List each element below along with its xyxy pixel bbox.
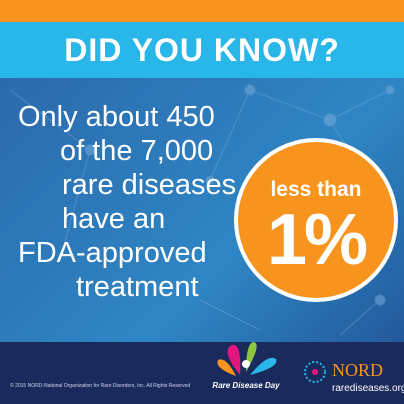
badge-top: less than bbox=[270, 178, 361, 201]
body-line: treatment bbox=[76, 271, 199, 303]
website: rarediseases.org bbox=[332, 383, 404, 394]
body-line: rare diseases bbox=[62, 169, 236, 201]
header-band bbox=[0, 22, 404, 78]
org-name: NORD bbox=[332, 360, 383, 380]
badge-circle bbox=[234, 138, 398, 302]
org-logo bbox=[304, 361, 326, 383]
body-line: FDA-approved bbox=[18, 237, 207, 269]
copyright: © 2015 NORD-National Organization for Ra… bbox=[10, 382, 190, 389]
body-line: of the 7,000 bbox=[60, 135, 213, 167]
body-text: Only about 450 of the 7,000 rare disease… bbox=[18, 101, 236, 303]
body-line: have an bbox=[62, 203, 165, 235]
network-pattern bbox=[9, 84, 395, 336]
event-name: Rare Disease Day bbox=[212, 381, 280, 390]
event-logo bbox=[217, 342, 277, 376]
top-band bbox=[0, 0, 404, 22]
footer-band bbox=[0, 342, 404, 404]
badge-value: 1% bbox=[267, 200, 367, 280]
header-title: DID YOU KNOW? bbox=[64, 32, 340, 68]
body-line: Only about 450 bbox=[18, 101, 215, 133]
